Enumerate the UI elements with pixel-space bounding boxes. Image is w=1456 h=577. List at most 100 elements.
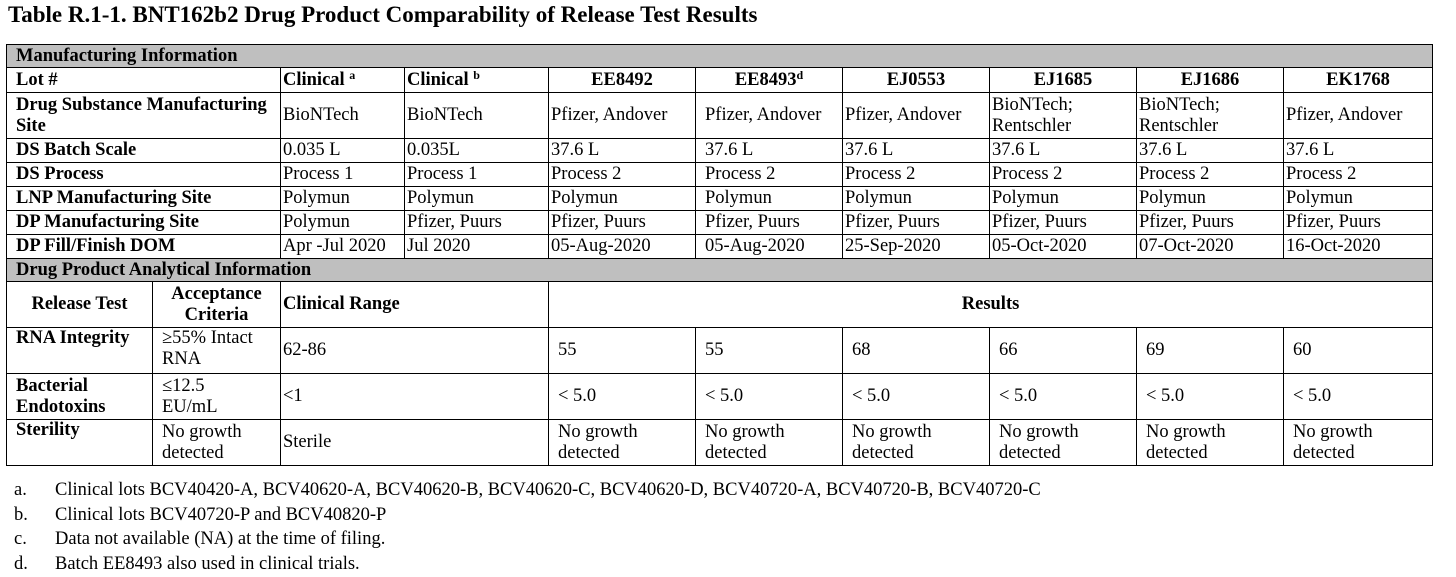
test-result: < 5.0	[989, 373, 1137, 420]
acceptance-header: Acceptance Criteria	[152, 281, 281, 328]
test-range: 62-86	[280, 327, 549, 374]
cell: Process 1	[404, 162, 549, 187]
cell: 37.6 L	[548, 138, 696, 163]
test-criteria: ≥55% Intact RNA	[152, 327, 281, 374]
lot-header-cell: EJ1686	[1136, 67, 1284, 93]
test-range: <1	[280, 373, 549, 420]
cell: BioNTech	[280, 92, 405, 139]
test-name: RNA Integrity	[6, 327, 153, 374]
results-header: Results	[547, 281, 1434, 328]
cell: Polymun	[280, 210, 405, 235]
test-result: No growth detected	[1136, 419, 1284, 466]
cell: Polymun	[548, 186, 696, 211]
footnote: c. Data not available (NA) at the time of…	[14, 529, 386, 549]
cell: BioNTech; Rentschler	[989, 92, 1137, 139]
test-result: No growth detected	[989, 419, 1137, 466]
test-result: No growth detected	[842, 419, 990, 466]
lot-header-cell: EE8492	[548, 67, 696, 93]
footnote: b. Clinical lots BCV40720-P and BCV40820-…	[14, 504, 387, 525]
cell: Polymun	[842, 186, 990, 211]
lot-header-cell: Clinical a	[280, 67, 405, 93]
lot-header-cell: EJ1685	[989, 67, 1137, 93]
cell: 05-Aug-2020	[695, 234, 843, 259]
test-result: 69	[1136, 327, 1284, 374]
test-row-endotoxins: Bacterial Endotoxins ≤12.5 EU/mL <1 < 5.…	[6, 373, 1434, 420]
cell: Pfizer, Puurs	[842, 210, 990, 235]
cell: Pfizer, Puurs	[1282, 210, 1434, 235]
cell: Pfizer, Andover	[695, 92, 843, 139]
cell: Process 2	[548, 162, 696, 187]
footnote: d. Batch EE8493 also used in clinical tri…	[14, 553, 360, 574]
mfg-row-fill-finish: DP Fill/Finish DOM Apr -Jul 2020 Jul 202…	[6, 234, 1434, 259]
cell: 05-Aug-2020	[548, 234, 696, 259]
cell: 37.6 L	[695, 138, 843, 163]
test-result: No growth detected	[695, 419, 843, 466]
test-criteria: ≤12.5 EU/mL	[152, 373, 281, 420]
mfg-row-batch-scale: DS Batch Scale 0.035 L 0.035L 37.6 L 37.…	[6, 138, 1434, 163]
cell: 16-Oct-2020	[1282, 234, 1434, 259]
cell: Pfizer, Puurs	[695, 210, 843, 235]
row-label: DP Fill/Finish DOM	[6, 234, 281, 259]
test-result: < 5.0	[1282, 373, 1434, 420]
cell: 25-Sep-2020	[842, 234, 990, 259]
lot-header-cell: EE8493d	[695, 67, 843, 93]
cell: 05-Oct-2020	[989, 234, 1137, 259]
section-manufacturing: Manufacturing Information	[5, 44, 1434, 68]
test-name: Sterility	[6, 419, 153, 466]
cell: 0.035 L	[280, 138, 405, 163]
test-range: Sterile	[280, 419, 549, 466]
cell: 07-Oct-2020	[1136, 234, 1284, 259]
comparability-table: Manufacturing Information Lot # Clinical…	[5, 44, 1434, 466]
analytical-header-row: Release Test Acceptance Criteria Clinica…	[6, 281, 1434, 328]
mfg-row-lnp-site: LNP Manufacturing Site Polymun Polymun P…	[6, 186, 1434, 211]
row-label: DP Manufacturing Site	[6, 210, 281, 235]
test-row-sterility: Sterility No growth detected Sterile No …	[6, 419, 1434, 466]
cell: 37.6 L	[1136, 138, 1284, 163]
release-test-header: Release Test	[6, 281, 153, 328]
cell: Pfizer, Puurs	[1136, 210, 1284, 235]
test-result: < 5.0	[548, 373, 696, 420]
cell: Jul 2020	[404, 234, 549, 259]
footnote: a. Clinical lots BCV40420-A, BCV40620-A, …	[14, 480, 1041, 500]
lot-header-cell: EJ0553	[842, 67, 990, 93]
mfg-row-dp-site: DP Manufacturing Site Polymun Pfizer, Pu…	[6, 210, 1434, 235]
test-result: No growth detected	[548, 419, 696, 466]
test-result: 68	[842, 327, 990, 374]
row-label: DS Process	[6, 162, 281, 187]
mfg-row-ds-process: DS Process Process 1 Process 1 Process 2…	[6, 162, 1434, 187]
section-analytical: Drug Product Analytical Information	[5, 258, 1434, 282]
section-title: Drug Product Analytical Information	[5, 258, 1434, 282]
cell: 0.035L	[404, 138, 549, 163]
lot-label: Lot #	[6, 67, 281, 93]
clinical-range-header: Clinical Range	[280, 281, 549, 328]
cell: BioNTech	[404, 92, 549, 139]
lot-header-cell: Clinical b	[404, 67, 549, 93]
cell: Pfizer, Puurs	[989, 210, 1137, 235]
cell: Polymun	[404, 186, 549, 211]
cell: Polymun	[280, 186, 405, 211]
test-result: 55	[695, 327, 843, 374]
test-result: < 5.0	[1136, 373, 1284, 420]
cell: Polymun	[1136, 186, 1284, 211]
cell: Process 2	[1136, 162, 1284, 187]
cell: BioNTech; Rentschler	[1136, 92, 1284, 139]
lot-header-row: Lot # Clinical a Clinical b EE8492 EE849…	[6, 67, 1434, 93]
table-title: Table R.1-1. BNT162b2 Drug Product Compa…	[8, 2, 758, 27]
test-result: 66	[989, 327, 1137, 374]
cell: Pfizer, Andover	[842, 92, 990, 139]
test-result: 55	[548, 327, 696, 374]
cell: Pfizer, Puurs	[404, 210, 549, 235]
cell: Process 2	[842, 162, 990, 187]
cell: Process 2	[695, 162, 843, 187]
cell: 37.6 L	[842, 138, 990, 163]
test-result: No growth detected	[1282, 419, 1434, 466]
cell: 37.6 L	[989, 138, 1137, 163]
row-label: Drug Substance Manufacturing Site	[6, 92, 281, 139]
section-title: Manufacturing Information	[5, 44, 1434, 68]
row-label: LNP Manufacturing Site	[6, 186, 281, 211]
cell: Polymun	[1282, 186, 1434, 211]
test-result: < 5.0	[695, 373, 843, 420]
test-row-rna-integrity: RNA Integrity ≥55% Intact RNA 62-86 55 5…	[6, 327, 1434, 374]
test-criteria: No growth detected	[152, 419, 281, 466]
test-result: 60	[1282, 327, 1434, 374]
